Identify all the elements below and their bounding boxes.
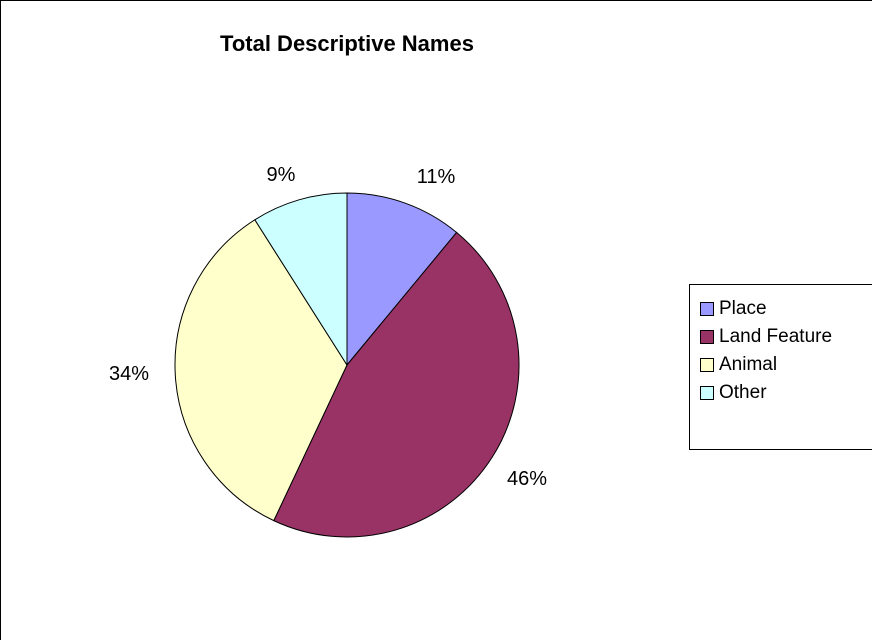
chart-title: Total Descriptive Names [220,31,474,56]
legend-item-other: Other [690,379,872,407]
legend-label-land-feature: Land Feature [719,326,833,347]
legend-swatch-animal [700,358,714,372]
legend-swatch-land-feature [700,330,714,344]
data-label-other: 9% [267,164,296,186]
pie-slice-animal [174,219,348,522]
legend-swatch-other [700,386,714,400]
legend-label-animal: Animal [719,354,778,375]
pie-slice-other [254,192,348,367]
pie-slice-place [346,192,458,367]
legend-label-other: Other [719,382,767,403]
data-label-animal: 34% [109,363,149,385]
legend-label-place: Place [719,298,767,319]
pie-slice-land-feature [273,231,520,538]
legend: Place Land Feature Animal Other [689,284,872,450]
data-label-place: 11% [417,166,456,188]
data-label-land-feature: 46% [507,468,547,490]
legend-swatch-place [700,302,714,316]
legend-item-land-feature: Land Feature [690,323,872,351]
legend-item-animal: Animal [690,351,872,379]
legend-item-place: Place [690,295,872,323]
